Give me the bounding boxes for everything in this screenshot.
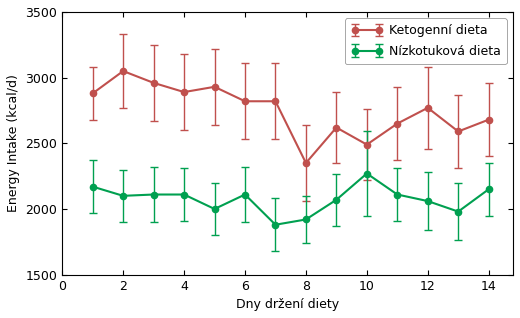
X-axis label: Dny držení diety: Dny držení diety (236, 298, 339, 311)
Legend: Ketogenní dieta, Nízkotuková dieta: Ketogenní dieta, Nízkotuková dieta (345, 18, 507, 64)
Y-axis label: Energy Intake (kcal/d): Energy Intake (kcal/d) (7, 74, 20, 212)
